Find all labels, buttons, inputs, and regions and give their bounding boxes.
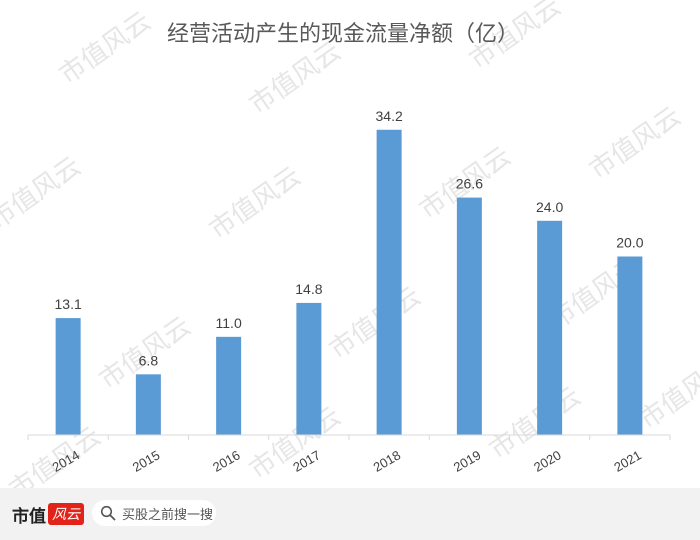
bar-2021 <box>617 256 643 435</box>
data-label-2016: 11.0 <box>216 315 242 331</box>
data-label-2019: 26.6 <box>456 176 483 192</box>
x-tick-label-2018: 2018 <box>371 447 404 474</box>
search-icon <box>100 505 116 521</box>
data-label-2017: 14.8 <box>295 281 322 297</box>
bar-2015 <box>135 374 161 435</box>
chart-title: 经营活动产生的现金流量净额（亿） <box>167 22 519 47</box>
x-tick-label-2016: 2016 <box>210 447 243 474</box>
x-tick-label-2015: 2015 <box>130 447 163 474</box>
watermark-text: 市值风云 <box>244 401 346 485</box>
bar-2018 <box>376 129 402 435</box>
watermark-text: 市值风云 <box>634 351 700 435</box>
chart-area: 市值风云 市值风云 市值风云 市值风云 市值风云 市值风云 市值风云 市值风云 市值风云 市值风云… <box>0 0 700 488</box>
watermark-text: 市值风云 <box>584 101 686 185</box>
watermark-text: 市值风云 <box>0 151 87 235</box>
search-box[interactable]: 买股之前搜一搜 <box>92 500 216 526</box>
data-label-2018: 34.2 <box>376 108 403 124</box>
data-label-2020: 24.0 <box>536 199 563 215</box>
search-placeholder: 买股之前搜一搜 <box>122 507 214 523</box>
watermark-text: 市值风云 <box>54 6 156 90</box>
footer-logo[interactable]: 市值 风云 <box>12 502 84 527</box>
bar-2017 <box>296 302 322 435</box>
logo-badge: 风云 <box>48 503 84 525</box>
data-label-2014: 13.1 <box>55 296 82 312</box>
watermark-text: 市值风云 <box>484 381 586 465</box>
watermark-text: 市值风云 <box>324 281 426 365</box>
bars-group: 13.1 6.8 11.0 14.8 34.2 26.6 24.0 20.0 <box>55 108 644 435</box>
data-label-2015: 6.8 <box>139 352 159 368</box>
watermark-text: 市值风云 <box>244 36 346 120</box>
footer-bar: 市值 风云 买股之前搜一搜 <box>0 488 700 540</box>
x-axis-ticks: 2014 2015 2016 2017 2018 2019 2020 2021 <box>27 435 671 475</box>
x-tick-label-2019: 2019 <box>451 447 484 474</box>
bar-2014 <box>55 318 81 435</box>
bar-2019 <box>456 197 482 435</box>
bar-2016 <box>216 336 242 435</box>
watermark-text: 市值风云 <box>4 421 106 488</box>
x-tick-label-2021: 2021 <box>611 447 644 474</box>
logo-text: 市值 <box>12 506 46 527</box>
bar-2020 <box>537 220 563 435</box>
watermark-text: 市值风云 <box>204 161 306 245</box>
x-tick-label-2020: 2020 <box>531 447 564 474</box>
data-label-2021: 20.0 <box>616 235 643 251</box>
